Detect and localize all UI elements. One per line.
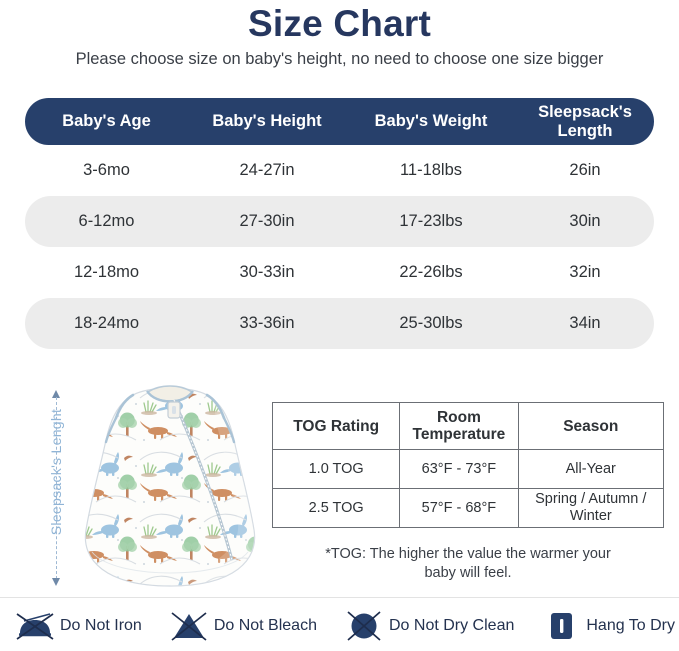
tog-column-header-rating: TOG Rating: [271, 402, 401, 450]
table-row: 18-24mo 33-36in 25-30lbs 34in: [25, 298, 654, 349]
hang-to-dry-icon: [551, 613, 573, 639]
tog-column-header-temperature: Room Temperature: [399, 402, 519, 450]
cell-length: 30in: [569, 212, 601, 230]
column-header-age: Baby's Age: [62, 112, 151, 130]
measure-arrow-icon: [52, 390, 60, 586]
cell-weight: 25-30lbs: [399, 314, 463, 332]
tog-header-row: TOG Rating Room Temperature Season: [271, 402, 665, 450]
cell-height: 33-36in: [239, 314, 295, 332]
care-label-do-not-bleach: Do Not Bleach: [213, 617, 317, 634]
page-title: Size Chart: [248, 3, 431, 44]
tog-cell-temperature: 63°F - 73°F: [399, 449, 519, 489]
do-not-bleach-icon: [171, 612, 207, 641]
cell-length: 32in: [569, 263, 601, 281]
tog-cell-rating: 2.5 TOG: [271, 488, 401, 528]
tog-cell-temperature: 57°F - 68°F: [399, 488, 519, 528]
cell-length: 26in: [569, 161, 601, 179]
arrow-head-down-icon: [52, 578, 60, 586]
do-not-dry-clean-icon: [347, 611, 381, 641]
care-item-do-not-bleach: Do Not Bleach: [168, 609, 317, 643]
care-label-hang-to-dry: Hang To Dry: [586, 617, 675, 634]
tog-cell-season: All-Year: [517, 449, 665, 489]
tog-note: *TOG: The higher the value the warmer yo…: [272, 545, 664, 583]
cell-weight: 22-26lbs: [399, 263, 463, 281]
tog-table-row: 1.0 TOG 63°F - 73°F All-Year: [271, 449, 665, 489]
cell-height: 24-27in: [239, 161, 295, 179]
page-subtitle: Please choose size on baby's height, no …: [75, 50, 604, 68]
cell-weight: 17-23lbs: [399, 212, 463, 230]
tog-note-line1: *TOG: The higher the value the warmer yo…: [325, 546, 611, 562]
column-header-length: Sleepsack's Length: [516, 103, 654, 141]
arrow-head-up-icon: [52, 390, 60, 398]
product-image-block: Sleepsack's Lenght: [18, 382, 266, 594]
cell-weight: 11-18lbs: [399, 161, 463, 179]
cell-height: 27-30in: [239, 212, 295, 230]
care-label-do-not-iron: Do Not Iron: [60, 617, 142, 634]
column-header-length-line2: Length: [557, 121, 613, 140]
cell-height: 30-33in: [239, 263, 295, 281]
table-row: 3-6mo 24-27in 11-18lbs 26in: [25, 145, 654, 196]
tog-note-line2: baby will feel.: [424, 565, 512, 581]
cell-age: 12-18mo: [73, 263, 140, 281]
sleepsack-illustration: [84, 385, 256, 587]
tog-cell-rating: 1.0 TOG: [271, 449, 401, 489]
care-divider: [0, 597, 679, 598]
care-item-hang-to-dry: Hang To Dry: [540, 609, 675, 643]
cell-age: 18-24mo: [73, 314, 140, 332]
tog-column-header-season: Season: [517, 402, 665, 450]
tog-column-header-room-line2: Temperature: [412, 426, 506, 443]
size-table: Baby's Age Baby's Height Baby's Weight S…: [25, 98, 654, 349]
care-instructions-row: Do Not Iron Do Not Bleach Do Not Dry Cle…: [0, 601, 679, 651]
care-item-do-not-dry-clean: Do Not Dry Clean: [343, 609, 514, 643]
tog-table: TOG Rating Room Temperature Season 1.0 T…: [271, 402, 665, 528]
table-row: 12-18mo 30-33in 22-26lbs 32in: [25, 247, 654, 298]
size-table-header-row: Baby's Age Baby's Height Baby's Weight S…: [25, 98, 654, 145]
tog-table-row: 2.5 TOG 57°F - 68°F Spring / Autumn / Wi…: [271, 488, 665, 528]
cell-age: 6-12mo: [78, 212, 135, 230]
cell-length: 34in: [569, 314, 601, 332]
care-label-do-not-dry-clean: Do Not Dry Clean: [388, 617, 515, 634]
column-header-length-line1: Sleepsack's: [538, 102, 632, 121]
sleepsack-product-image: [74, 382, 266, 594]
do-not-iron-icon: [16, 613, 54, 640]
tog-cell-season: Spring / Autumn / Winter: [517, 488, 665, 528]
column-header-height: Baby's Height: [212, 112, 322, 130]
column-header-weight: Baby's Weight: [374, 112, 488, 130]
table-row: 6-12mo 27-30in 17-23lbs 30in: [25, 196, 654, 247]
care-item-do-not-iron: Do Not Iron: [14, 609, 142, 643]
arrow-shaft: [56, 397, 57, 579]
tog-column-header-room-line1: Room: [436, 409, 481, 426]
cell-age: 3-6mo: [83, 161, 130, 179]
